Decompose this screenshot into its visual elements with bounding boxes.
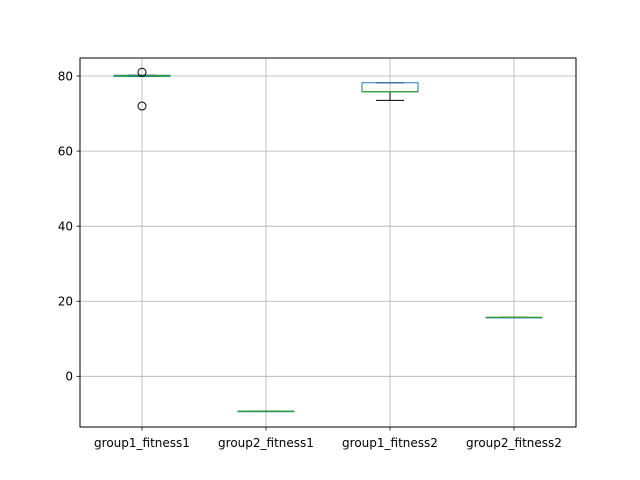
box-group (485, 316, 543, 319)
x-tick-label: group2_fitness1 (218, 436, 314, 450)
outlier-point (137, 67, 147, 77)
x-tick-label: group1_fitness1 (94, 436, 190, 450)
axes-frame (79, 57, 577, 428)
box-group (113, 67, 171, 111)
outlier-point (137, 101, 147, 111)
box-group (237, 410, 295, 413)
y-tick-label: 60 (58, 144, 73, 158)
x-tick-label: group2_fitness2 (466, 436, 562, 450)
tick-layer: 0 20 40 60 80 group1_fitness1 group2_fitness1 g… (58, 69, 562, 450)
box-group (361, 82, 419, 101)
y-tick-label: 0 (65, 370, 73, 384)
y-tick-label: 80 (58, 69, 73, 83)
box-layer (113, 67, 543, 413)
y-tick-label: 20 (58, 295, 73, 309)
x-tick-label: group1_fitness2 (342, 436, 438, 450)
y-tick-label: 40 (58, 219, 73, 233)
